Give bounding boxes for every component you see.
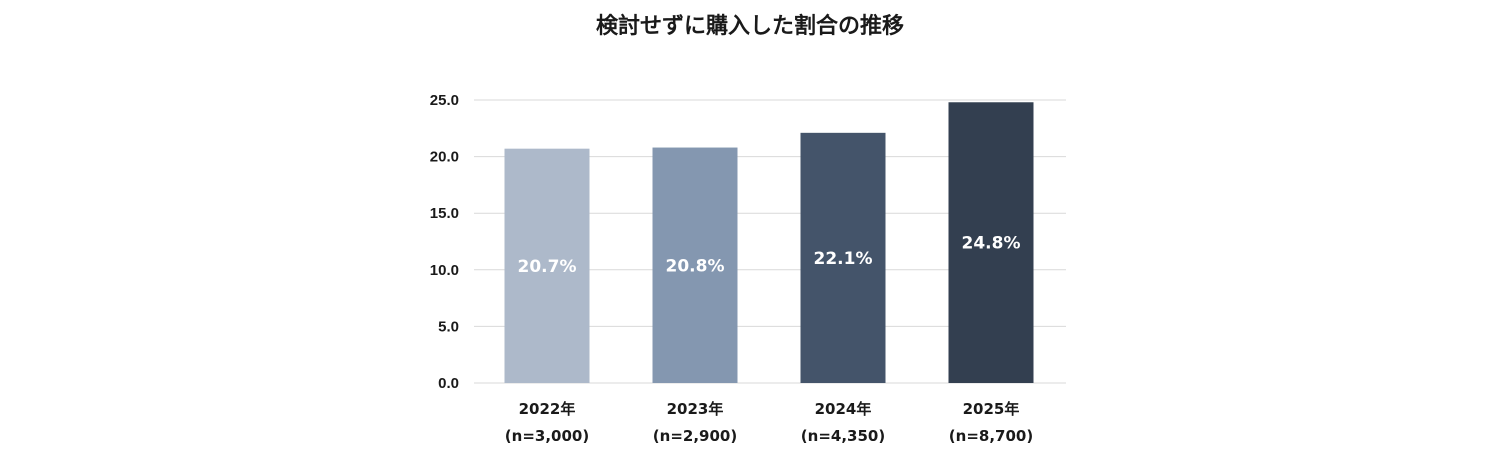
data-label: 20.7% — [518, 257, 577, 277]
chart-title: 検討せずに購入した割合の推移 — [595, 14, 904, 39]
y-tick-label: 5.0 — [438, 318, 459, 335]
x-category-label: 2022年 — [519, 400, 576, 418]
data-label: 24.8% — [962, 234, 1021, 254]
bars — [504, 102, 1034, 383]
y-tick-label: 25.0 — [430, 92, 459, 109]
x-axis-categories: 2022年 (n=3,000) 2023年 (n=2,900) 2024年 (n=4,35… — [505, 400, 1033, 445]
y-tick-label: 20.0 — [430, 149, 459, 166]
bar — [800, 132, 886, 383]
x-category-label: 2025年 — [963, 400, 1020, 418]
bar — [652, 147, 738, 383]
data-labels: 20.7% 20.8% 22.1% 24.8% — [518, 234, 1021, 277]
bar — [948, 102, 1034, 383]
y-tick-label: 10.0 — [430, 262, 459, 279]
x-sample-size-label: (n=2,900) — [653, 427, 737, 445]
x-sample-size-label: (n=3,000) — [505, 427, 589, 445]
y-tick-label: 0.0 — [438, 375, 459, 392]
x-sample-size-label: (n=4,350) — [801, 427, 885, 445]
bar — [504, 148, 590, 383]
x-category-label: 2024年 — [815, 400, 872, 418]
data-label: 20.8% — [666, 256, 725, 276]
x-sample-size-label: (n=8,700) — [949, 427, 1033, 445]
y-tick-label: 15.0 — [430, 205, 459, 222]
x-category-label: 2023年 — [667, 400, 724, 418]
y-axis-ticks: 0.0 5.0 10.0 15.0 20.0 25.0 — [430, 92, 459, 392]
data-label: 22.1% — [814, 249, 873, 269]
